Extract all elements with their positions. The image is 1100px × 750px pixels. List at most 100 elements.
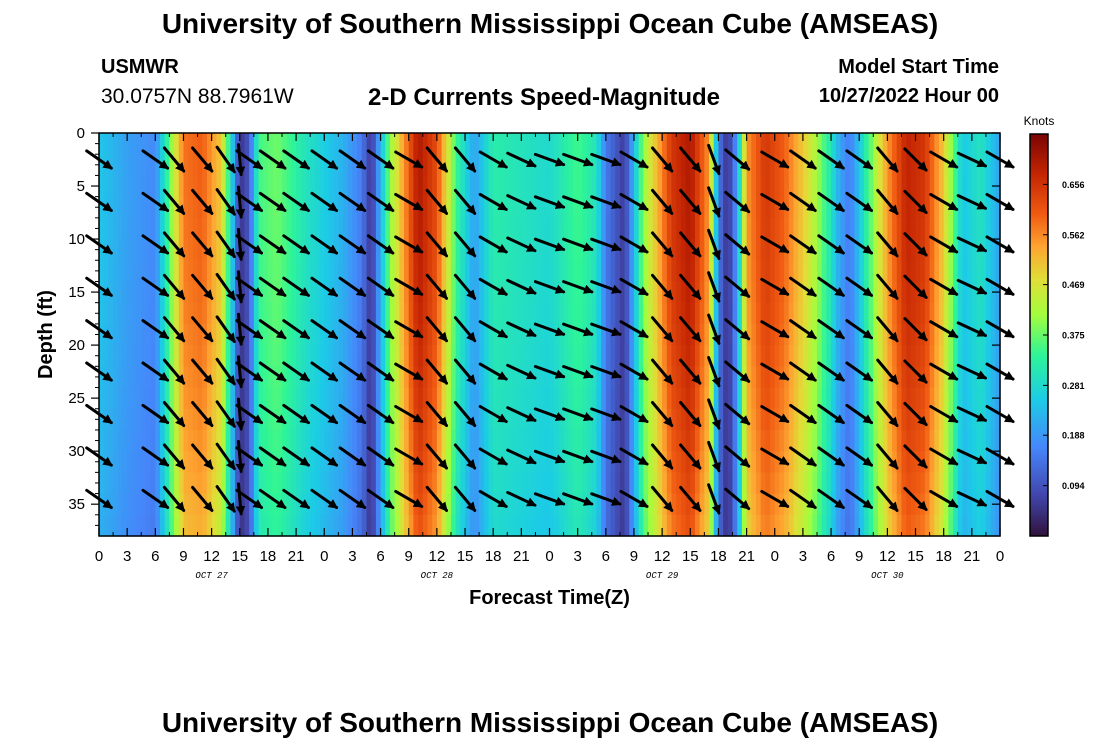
heat-cell	[774, 323, 781, 346]
heat-cell	[798, 302, 804, 325]
heat-cell	[953, 302, 959, 325]
heat-cell	[723, 429, 729, 452]
heat-cell	[995, 323, 1001, 346]
heat-cell	[938, 133, 945, 155]
current-vector	[845, 446, 874, 467]
current-vector	[478, 320, 508, 339]
heat-cell	[873, 281, 879, 304]
current-vector	[724, 318, 751, 341]
heat-cell	[859, 472, 865, 495]
heat-cell	[568, 154, 574, 177]
heat-cell	[662, 302, 668, 325]
current-vector	[141, 319, 170, 340]
heat-cell	[296, 133, 302, 155]
heat-cell	[211, 493, 217, 516]
current-vector	[235, 185, 246, 219]
heat-cell	[394, 366, 400, 389]
heat-cell	[652, 217, 659, 240]
heat-cell	[511, 239, 518, 261]
current-vector	[338, 276, 367, 297]
heat-cell	[577, 281, 583, 304]
heat-cell	[427, 154, 433, 177]
heat-cell	[479, 175, 485, 198]
heat-cell	[990, 366, 996, 389]
current-vector	[724, 487, 751, 510]
heat-cell	[239, 302, 246, 325]
heat-cell	[469, 472, 476, 495]
heat-cell	[873, 302, 879, 325]
heat-cell	[319, 196, 325, 219]
heat-cell	[141, 387, 147, 410]
heat-cell	[718, 302, 724, 325]
heat-cell	[235, 408, 241, 431]
heat-cell	[150, 239, 156, 261]
heat-cell	[784, 133, 790, 155]
current-vector	[817, 276, 845, 297]
heat-cell	[831, 217, 837, 240]
heat-cell	[188, 387, 194, 410]
heat-cell	[188, 133, 194, 155]
heat-cell	[211, 133, 217, 155]
heat-cell	[648, 260, 654, 283]
heat-cell	[633, 429, 640, 452]
heat-cell	[821, 514, 827, 537]
heat-cell	[408, 451, 415, 473]
heat-cell	[934, 387, 940, 410]
heat-cell	[169, 429, 175, 452]
heat-cell	[502, 387, 508, 410]
heat-cell	[990, 302, 996, 325]
heat-cell	[577, 345, 583, 367]
heat-cell	[540, 281, 546, 304]
heat-cell	[141, 133, 147, 155]
heat-cell	[249, 429, 255, 452]
heat-cell	[291, 387, 297, 410]
colorbar-tick-label: 0.094	[1062, 481, 1085, 491]
current-vector	[425, 358, 448, 385]
current-vector	[817, 319, 845, 340]
heat-cell	[521, 175, 527, 198]
current-vector	[310, 191, 339, 212]
heat-cell	[216, 196, 222, 219]
heat-cell	[174, 260, 180, 283]
heat-cell	[807, 133, 813, 155]
heat-cell	[136, 345, 142, 367]
heat-cell	[455, 239, 461, 261]
heat-cell	[572, 196, 579, 219]
y-tick-label: 5	[77, 178, 85, 195]
heat-cell	[601, 472, 607, 495]
heat-cell	[723, 175, 729, 198]
heat-cell	[882, 281, 888, 304]
heat-cell	[141, 345, 147, 367]
heat-cell	[629, 281, 635, 304]
heat-cell	[319, 260, 325, 283]
heat-cell	[967, 175, 973, 198]
heat-cell	[300, 429, 307, 452]
heat-cell	[305, 260, 311, 283]
heat-cell	[422, 217, 429, 240]
heat-cell	[282, 472, 288, 495]
heat-cell	[427, 387, 433, 410]
heat-cell	[915, 260, 921, 283]
current-vector	[191, 443, 214, 470]
heat-cell	[779, 260, 785, 283]
heat-cell	[221, 196, 227, 219]
current-vector	[789, 361, 817, 382]
heat-cell	[493, 323, 499, 346]
y-tick-label: 10	[68, 231, 85, 248]
heat-cell	[591, 472, 598, 495]
heat-cell	[507, 154, 513, 177]
heat-cell	[221, 217, 227, 240]
heat-cell	[732, 408, 738, 431]
heat-cell	[798, 196, 804, 219]
heat-cell	[849, 196, 856, 219]
heat-cell	[732, 345, 738, 367]
heat-cell	[291, 260, 297, 283]
heat-cell	[709, 408, 715, 431]
heat-cell	[493, 408, 499, 431]
heat-cell	[652, 133, 659, 155]
heat-cell	[178, 387, 185, 410]
heat-cell	[591, 387, 598, 410]
heat-cell	[427, 175, 433, 198]
heat-cell	[699, 472, 705, 495]
heat-cell	[211, 514, 217, 537]
